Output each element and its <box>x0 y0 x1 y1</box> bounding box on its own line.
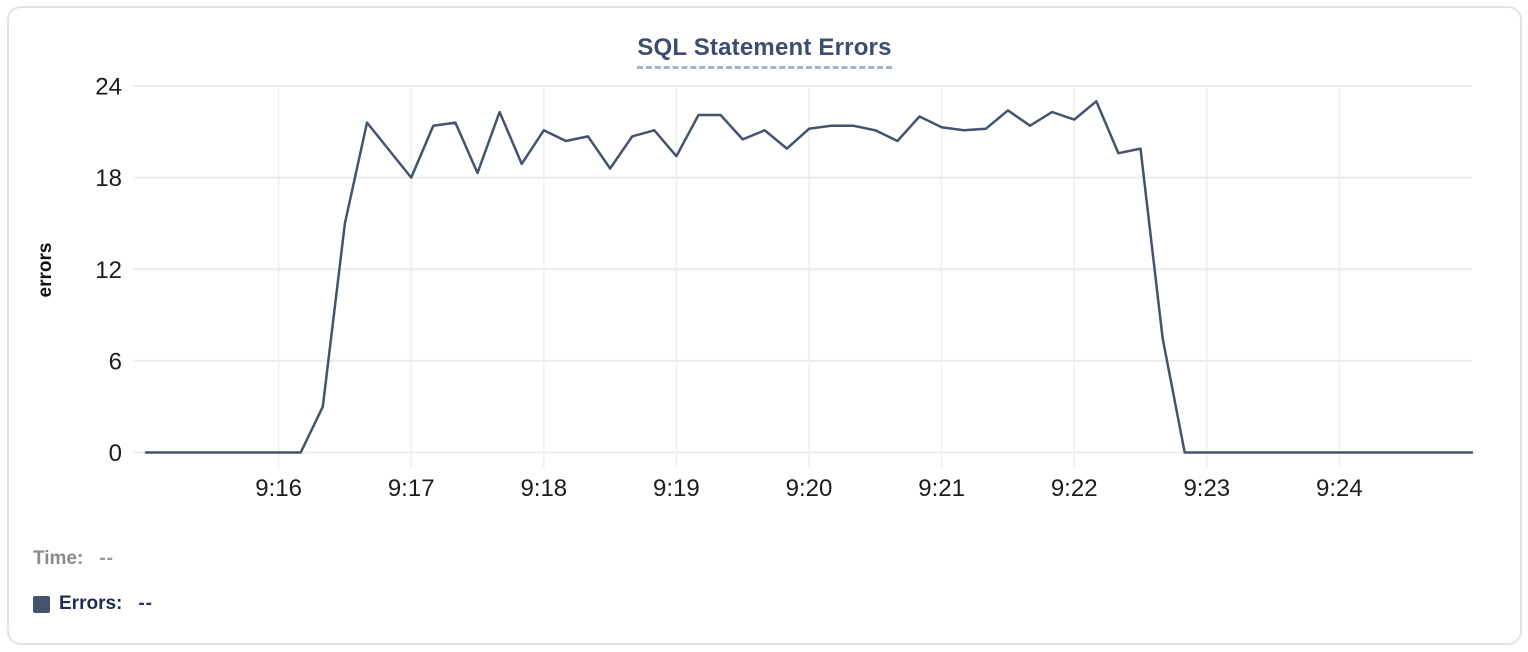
legend-time-row: Time: -- <box>33 548 153 570</box>
errors-series-line <box>144 100 1474 454</box>
x-tick-label: 9:18 <box>520 475 567 502</box>
x-tick-label: 9:19 <box>653 475 700 502</box>
y-axis-title: errors <box>35 243 56 298</box>
chart-title-wrap: SQL Statement Errors <box>9 34 1520 69</box>
y-tick-label: 12 <box>95 257 122 284</box>
x-tick-label: 9:23 <box>1183 475 1230 502</box>
x-tick-label: 9:16 <box>255 475 302 502</box>
chart-card: 0 6 12 18 24 9:16 9:17 9:18 9:19 9:20 9:21 9:22 9:23… <box>7 6 1522 645</box>
legend-time-label: Time: <box>33 548 84 569</box>
chart-gridlines <box>133 85 1472 468</box>
y-tick-label: 18 <box>95 165 122 192</box>
chart-legend: Time: -- Errors: -- <box>33 548 153 615</box>
y-tick-label: 24 <box>95 74 122 101</box>
legend-errors-row[interactable]: Errors: -- <box>33 593 153 615</box>
legend-errors-value: -- <box>138 593 154 614</box>
errors-line-chart[interactable]: 0 6 12 18 24 9:16 9:17 9:18 9:19 9:20 9:21 9:22 9:23… <box>9 8 1523 646</box>
x-tick-label: 9:21 <box>918 475 965 502</box>
y-tick-label: 0 <box>109 440 122 467</box>
x-tick-label: 9:20 <box>786 475 833 502</box>
chart-title[interactable]: SQL Statement Errors <box>637 34 892 69</box>
x-tick-label: 9:17 <box>388 475 435 502</box>
errors-series-swatch <box>33 595 50 613</box>
y-tick-label: 6 <box>109 348 122 375</box>
chart-axis-labels: 0 6 12 18 24 9:16 9:17 9:18 9:19 9:20 9:21 9:22 9:23… <box>95 74 1362 503</box>
x-tick-label: 9:24 <box>1316 475 1363 502</box>
legend-time-value: -- <box>99 548 114 569</box>
legend-errors-label: Errors: <box>59 593 123 614</box>
x-tick-label: 9:22 <box>1051 475 1098 502</box>
